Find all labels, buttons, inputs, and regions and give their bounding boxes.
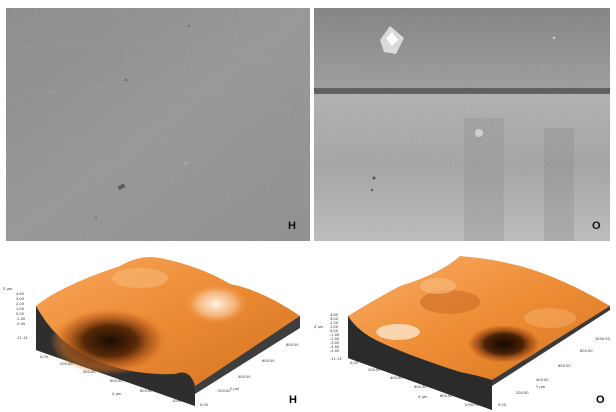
afm-plot-h xyxy=(36,257,300,406)
sem-texture-h xyxy=(6,8,310,241)
y-tick: 400.00 xyxy=(536,378,549,382)
y-tick: 1000.00 xyxy=(595,337,610,341)
x-tick: 1000.00 xyxy=(172,399,187,403)
sem-texture-o xyxy=(314,8,610,241)
afm-surface-o: Z µm 4.85 3.00 2.00 1.00 0.00 -1.00 -2.0… xyxy=(310,246,616,412)
z-tick: 4.85 xyxy=(16,292,25,296)
sem-image-o: O xyxy=(314,8,610,241)
z-tick: -11.13 xyxy=(330,357,342,361)
x-tick: 600.00 xyxy=(414,385,427,389)
y-tick: 800.00 xyxy=(580,349,593,353)
afm-surface-h: Z µm 4.85 3.00 2.00 1.00 0.00 -1.00 -5.0… xyxy=(0,246,310,412)
x-tick: 800.00 xyxy=(440,394,453,398)
sem-label-h: H xyxy=(288,220,296,232)
z-tick: -5.00 xyxy=(16,322,26,326)
x-tick: 0.00 xyxy=(350,361,359,365)
z-axis-unit-h: Z µm xyxy=(3,287,13,291)
z-tick: -1.00 xyxy=(330,333,340,337)
z-tick: 0.00 xyxy=(16,312,25,316)
z-tick: -5.00 xyxy=(330,349,340,353)
y-tick: 200.00 xyxy=(516,391,529,395)
x-tick: 800.00 xyxy=(140,389,153,393)
z-tick: 4.85 xyxy=(330,313,339,317)
z-tick: -2.00 xyxy=(330,337,340,341)
z-tick: 1.00 xyxy=(330,325,339,329)
afm-label-o: O xyxy=(596,394,605,406)
y-tick: 0.00 xyxy=(200,403,209,407)
z-tick: -1.00 xyxy=(16,317,26,321)
afm-plot-o xyxy=(348,256,610,410)
y-axis-unit-h: Y µm xyxy=(230,387,240,391)
z-tick: 2.00 xyxy=(16,302,25,306)
x-tick: 200.00 xyxy=(60,362,73,366)
x-tick: 200.00 xyxy=(368,368,381,372)
x-tick: 1000.00 xyxy=(464,403,479,407)
z-tick: -4.00 xyxy=(330,345,340,349)
sem-label-o: O xyxy=(592,220,601,232)
z-tick: 0.00 xyxy=(330,329,339,333)
y-tick: 0.00 xyxy=(498,403,507,407)
afm-label-h: H xyxy=(289,394,297,406)
sem-image-h: H xyxy=(6,8,310,241)
z-tick: -11.13 xyxy=(16,336,28,340)
x-tick: 400.00 xyxy=(390,376,403,380)
x-tick: 0.00 xyxy=(40,355,49,359)
z-axis-unit-o: Z µm xyxy=(314,325,324,329)
x-axis-unit-o: X µm xyxy=(418,395,428,399)
x-tick: 400.00 xyxy=(83,370,96,374)
y-tick: 600.00 xyxy=(262,359,275,363)
x-tick: 600.00 xyxy=(110,379,123,383)
y-tick: 800.00 xyxy=(286,343,299,347)
y-tick: 600.00 xyxy=(558,364,571,368)
y-axis-unit-o: Y µm xyxy=(536,385,546,389)
z-tick: 3.00 xyxy=(16,297,25,301)
y-tick: 400.00 xyxy=(238,375,251,379)
y-tick: 200.00 xyxy=(218,389,231,393)
z-tick: -3.00 xyxy=(330,341,340,345)
z-tick: 3.00 xyxy=(330,317,339,321)
z-tick: 2.00 xyxy=(330,321,339,325)
x-axis-unit-h: X µm xyxy=(112,392,122,396)
z-tick: 1.00 xyxy=(16,307,25,311)
